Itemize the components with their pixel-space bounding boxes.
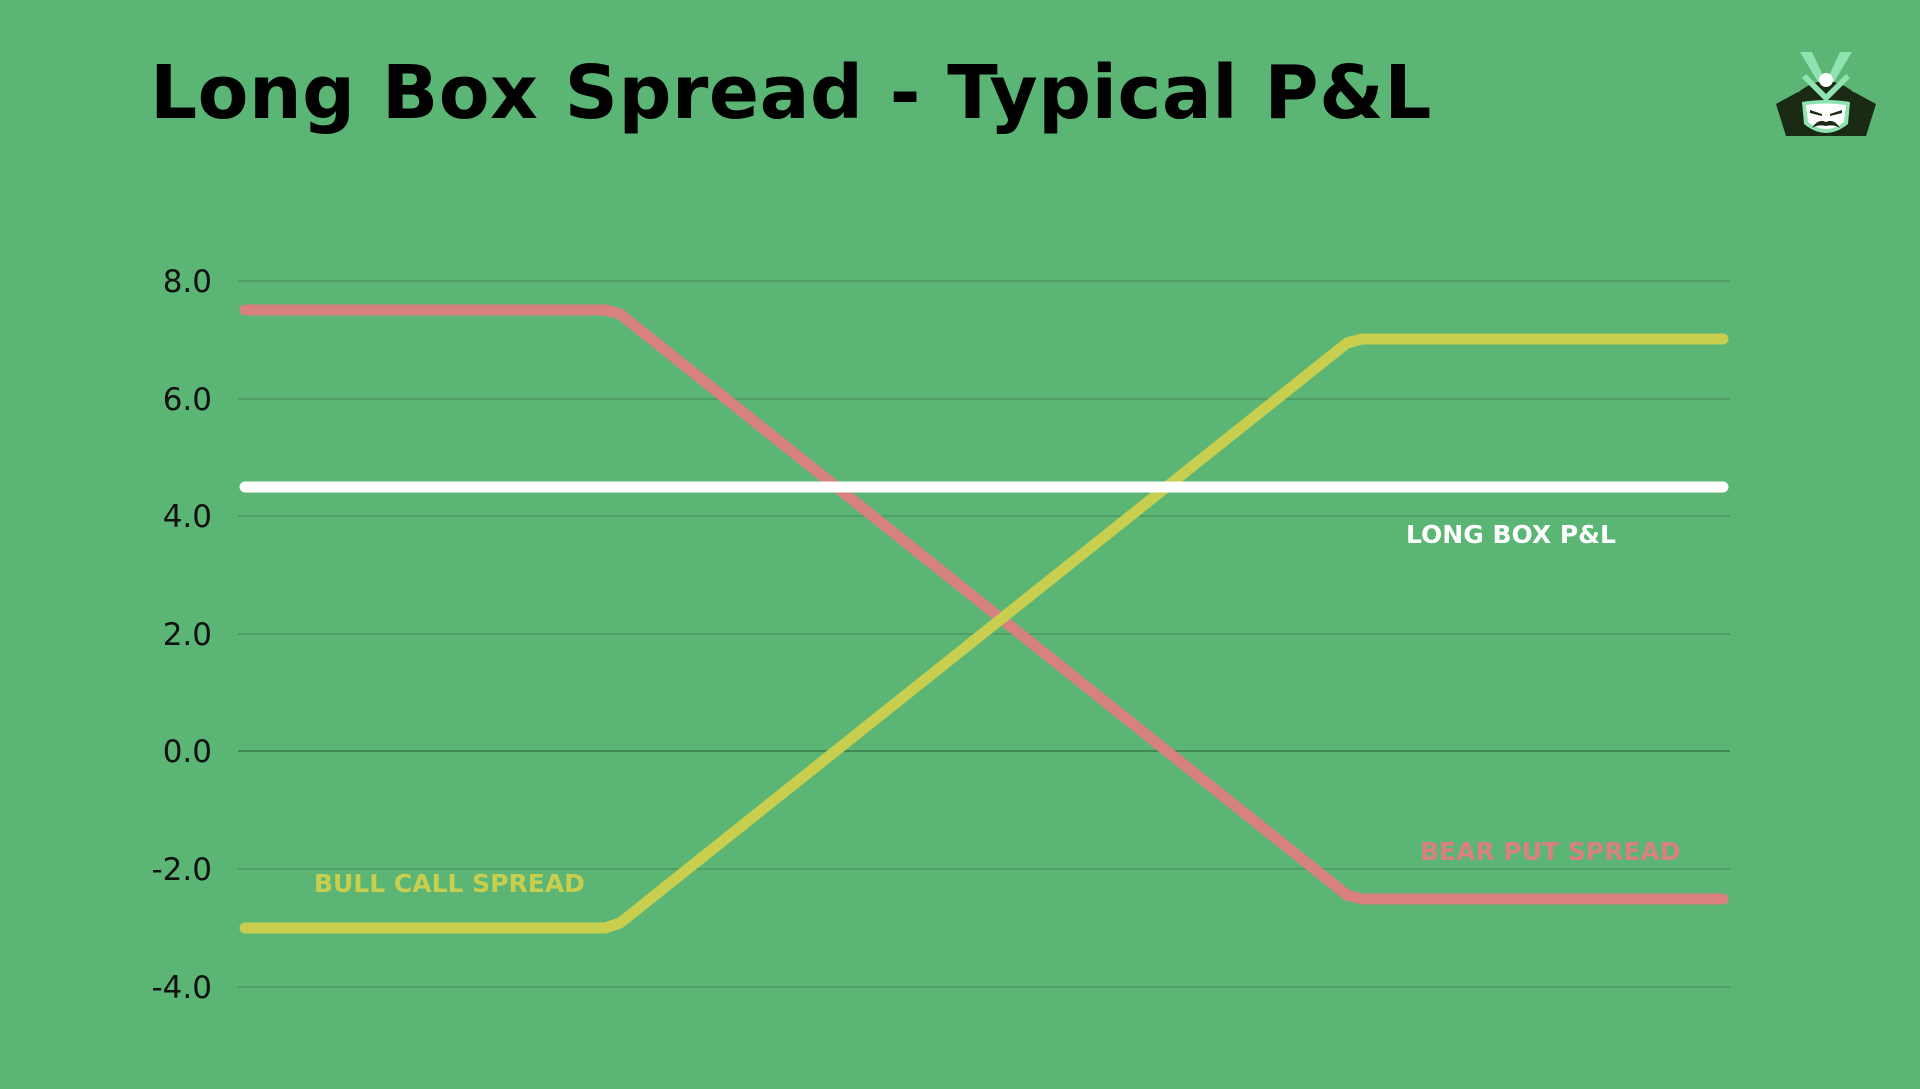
y-tick: 2.0: [163, 617, 212, 653]
y-tick: 0.0: [163, 734, 212, 770]
bull-call-spread-line: [239, 333, 1729, 934]
chart-title: Long Box Spread - Typical P&L: [150, 50, 1432, 136]
bull-call-spread-label: BULL CALL SPREAD: [314, 869, 585, 898]
y-tick: 4.0: [163, 499, 212, 535]
y-tick: -2.0: [152, 852, 213, 888]
bear-put-spread-line: [239, 304, 1729, 905]
samurai-helmet-icon: [1776, 52, 1876, 136]
y-axis: 8.0 6.0 4.0 2.0 0.0 -2.0 -4.0: [152, 264, 213, 1006]
y-tick: 6.0: [163, 382, 212, 418]
y-tick: 8.0: [163, 264, 212, 300]
bear-put-spread-label: BEAR PUT SPREAD: [1420, 837, 1681, 866]
y-tick: -4.0: [152, 970, 213, 1006]
long-box-pnl-label: LONG BOX P&L: [1406, 520, 1616, 549]
